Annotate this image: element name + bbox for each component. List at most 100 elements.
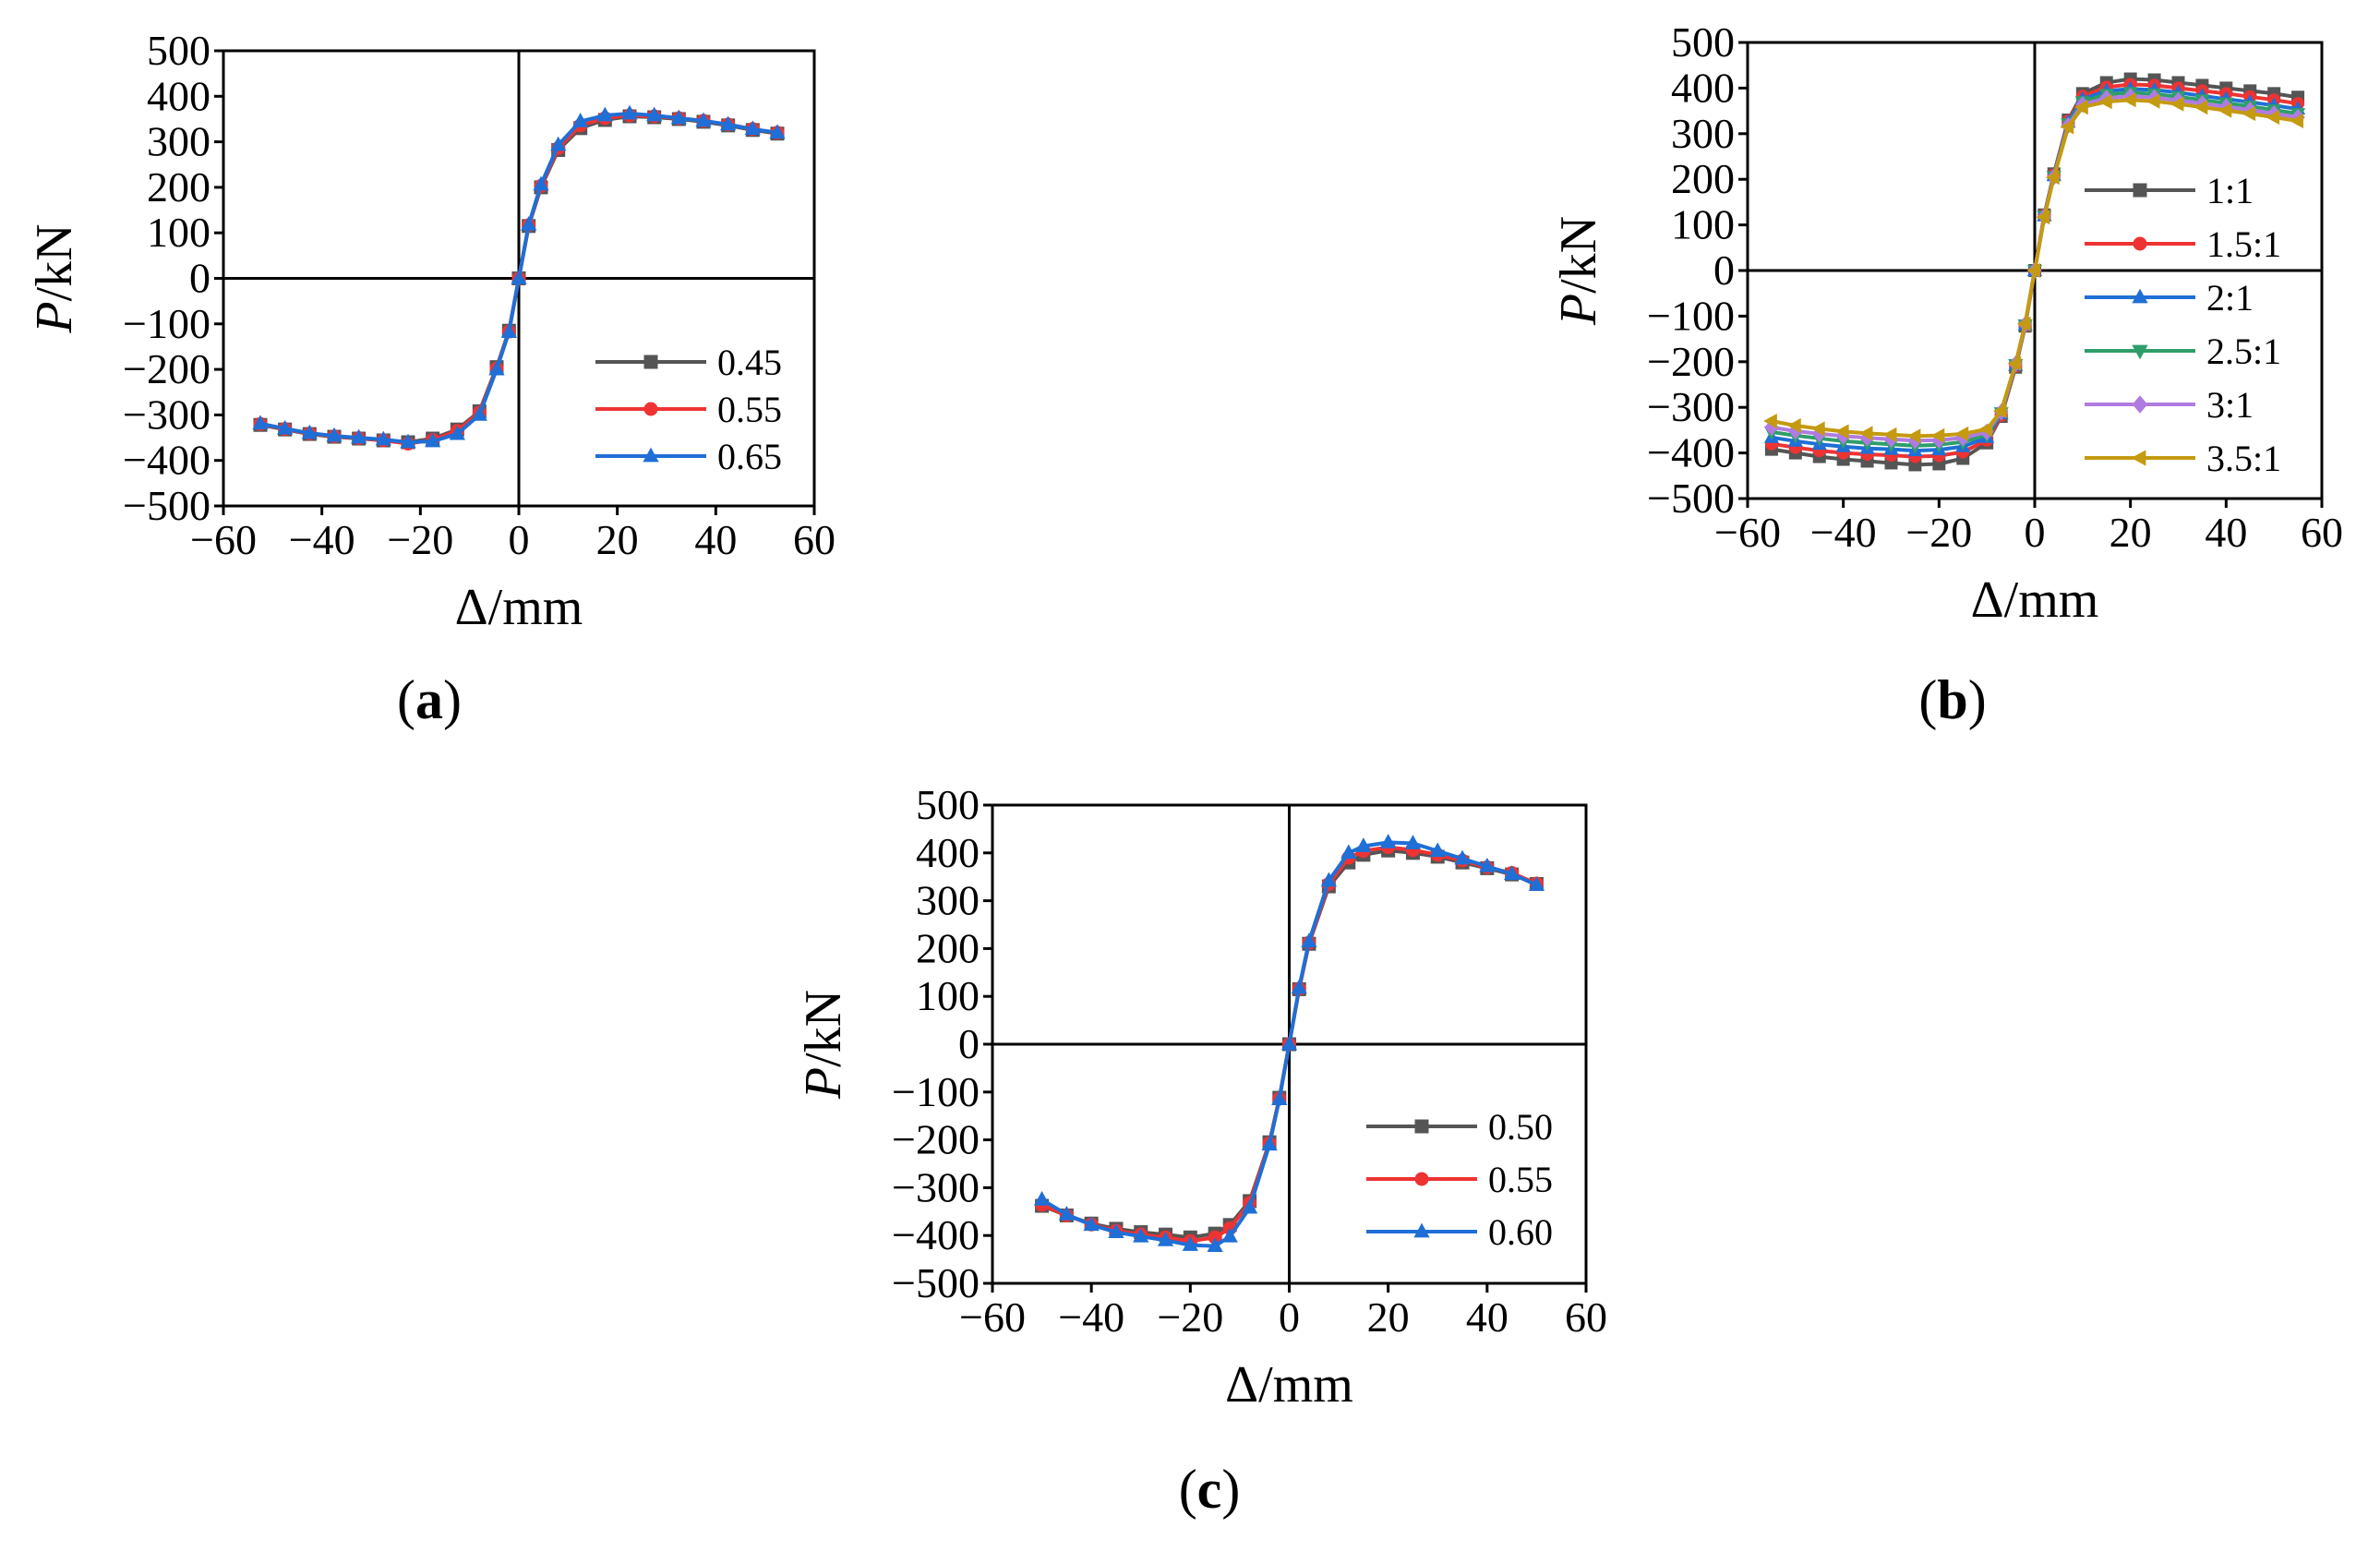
y-tick-label: −100 <box>123 300 210 347</box>
legend-marker <box>1414 1119 1429 1134</box>
legend: 0.50 0.55 0.60 <box>1366 1106 1553 1253</box>
y-axis-label-symbol: P <box>795 1067 852 1100</box>
data-point <box>1404 835 1422 849</box>
x-tick-label: 20 <box>596 516 639 563</box>
legend-label: 2.5:1 <box>2206 331 2281 372</box>
y-tick-label: −300 <box>892 1163 980 1210</box>
data-point <box>1763 413 1777 429</box>
data-point <box>1954 426 1969 441</box>
y-tick-label: 0 <box>189 255 210 302</box>
data-point <box>1883 430 1899 448</box>
legend-marker <box>1413 1222 1430 1238</box>
data-point <box>1835 427 1851 445</box>
y-tick-label: −100 <box>892 1068 980 1115</box>
data-point <box>277 419 294 435</box>
data-point <box>1133 1227 1149 1243</box>
data-point <box>2242 106 2256 122</box>
data-point <box>1108 1223 1124 1238</box>
y-axis-label-symbol: P <box>1550 294 1607 326</box>
x-tick-label: 60 <box>793 516 835 563</box>
y-tick-label: 200 <box>147 163 210 211</box>
data-point <box>1157 1232 1174 1246</box>
data-point <box>1355 837 1372 852</box>
x-tick-label: 20 <box>2110 509 2152 556</box>
x-tick-label: −20 <box>387 516 453 563</box>
x-tick-label: 40 <box>694 516 737 563</box>
data-point <box>2007 355 2022 371</box>
y-tick-label: −200 <box>123 345 210 392</box>
y-tick-label: 300 <box>916 877 980 924</box>
data-point <box>425 432 441 448</box>
data-point <box>572 113 589 127</box>
data-point <box>301 424 318 439</box>
data-point <box>2026 262 2040 279</box>
data-point <box>1479 857 1496 872</box>
data-point <box>1340 844 1357 860</box>
data-point <box>1811 421 1825 437</box>
data-point <box>2016 316 2031 331</box>
legend-marker <box>643 402 658 416</box>
y-tick-label: −300 <box>123 391 210 438</box>
x-tick-label: −40 <box>289 516 355 563</box>
y-tick-label: 300 <box>147 118 210 165</box>
data-point <box>1207 1237 1223 1252</box>
data-point <box>596 106 613 122</box>
y-tick-label: −500 <box>123 482 210 529</box>
data-point <box>744 120 761 136</box>
data-point <box>720 115 737 131</box>
data-point <box>1221 1227 1238 1243</box>
y-tick-label: −400 <box>892 1211 980 1258</box>
y-tick-label: 200 <box>1671 155 1735 202</box>
data-point <box>500 323 517 339</box>
data-point <box>2098 94 2112 110</box>
data-point <box>1291 979 1307 994</box>
y-tick-label: 100 <box>1671 201 1735 248</box>
data-point <box>670 109 687 125</box>
data-point <box>2290 113 2304 129</box>
data-point <box>1992 403 2007 419</box>
x-tick-label: 0 <box>509 516 530 563</box>
x-tick-label: −60 <box>1714 509 1781 556</box>
legend-label: 1.5:1 <box>2206 223 2281 265</box>
data-point <box>1280 1035 1298 1051</box>
data-point <box>1242 1198 1258 1214</box>
x-tick-label: −20 <box>1157 1293 1223 1341</box>
x-tick-label: 40 <box>1466 1293 1509 1341</box>
y-tick-label: −200 <box>892 1116 980 1163</box>
caption-paren: ( <box>1918 669 1937 730</box>
y-tick-label: 500 <box>147 27 210 74</box>
legend-label: 0.55 <box>717 389 782 430</box>
data-point <box>1528 876 1545 891</box>
y-tick-label: 300 <box>1671 110 1735 157</box>
x-tick-label: −20 <box>1905 509 1972 556</box>
legend-label: 3.5:1 <box>2206 438 2281 479</box>
data-point <box>2060 119 2074 135</box>
data-point <box>550 136 567 151</box>
data-point <box>449 425 465 440</box>
legend-marker <box>643 447 659 463</box>
legend-label: 2:1 <box>2206 277 2254 319</box>
data-point <box>488 360 505 376</box>
x-tick-label: 20 <box>1367 1293 1410 1341</box>
legend-marker <box>2132 288 2148 304</box>
data-point <box>2170 96 2184 112</box>
y-axis-label-unit: /kN <box>795 990 852 1067</box>
data-point <box>769 124 786 139</box>
y-tick-label: 100 <box>916 972 980 1019</box>
y-tick-label: −400 <box>123 437 210 484</box>
data-point <box>521 215 537 231</box>
data-point <box>2045 170 2060 186</box>
chart-panel-b: −500−400−300−200−1000100200300400500−60−… <box>1550 18 2343 730</box>
data-point <box>621 104 638 120</box>
legend-marker <box>2133 183 2147 198</box>
panel-caption: (c) <box>1179 1459 1241 1520</box>
y-axis-label-unit: /kN <box>26 223 83 301</box>
data-point <box>1504 865 1521 880</box>
y-tick-label: 400 <box>1671 64 1735 111</box>
y-axis-label-unit: /kN <box>1550 216 1607 294</box>
data-point <box>1058 1206 1075 1221</box>
caption-paren: ) <box>443 669 462 730</box>
legend-label: 0.45 <box>717 342 782 383</box>
caption-letter: a <box>415 669 443 730</box>
